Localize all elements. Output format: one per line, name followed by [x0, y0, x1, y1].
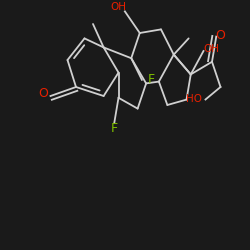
Text: O: O [38, 87, 48, 100]
Text: OH: OH [110, 2, 126, 12]
Text: OH: OH [203, 44, 219, 54]
Text: HO: HO [186, 94, 202, 104]
Text: F: F [111, 122, 118, 135]
Text: F: F [148, 73, 155, 86]
Text: O: O [215, 29, 225, 42]
